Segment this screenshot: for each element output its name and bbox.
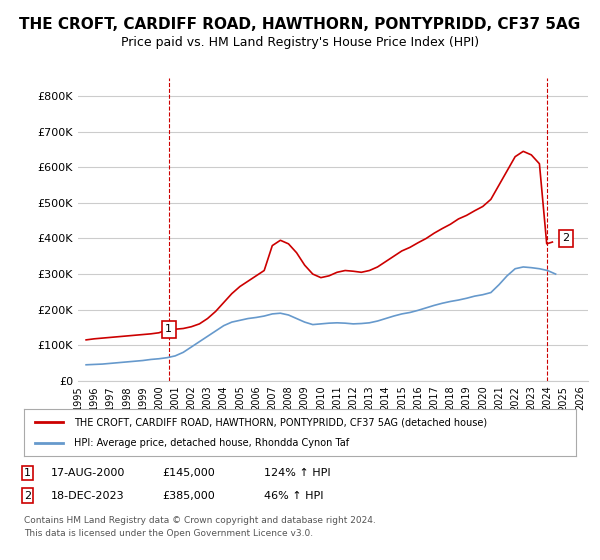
Text: 2: 2 [24,491,31,501]
Text: 124% ↑ HPI: 124% ↑ HPI [264,468,331,478]
Text: Price paid vs. HM Land Registry's House Price Index (HPI): Price paid vs. HM Land Registry's House … [121,36,479,49]
Text: THE CROFT, CARDIFF ROAD, HAWTHORN, PONTYPRIDD, CF37 5AG: THE CROFT, CARDIFF ROAD, HAWTHORN, PONTY… [19,17,581,32]
Text: HPI: Average price, detached house, Rhondda Cynon Taf: HPI: Average price, detached house, Rhon… [74,438,349,448]
Text: £385,000: £385,000 [162,491,215,501]
Text: 17-AUG-2000: 17-AUG-2000 [51,468,125,478]
Text: 46% ↑ HPI: 46% ↑ HPI [264,491,323,501]
Text: THE CROFT, CARDIFF ROAD, HAWTHORN, PONTYPRIDD, CF37 5AG (detached house): THE CROFT, CARDIFF ROAD, HAWTHORN, PONTY… [74,417,487,427]
Text: 1: 1 [165,324,172,334]
Text: £145,000: £145,000 [162,468,215,478]
Text: 1: 1 [24,468,31,478]
Text: Contains HM Land Registry data © Crown copyright and database right 2024.
This d: Contains HM Land Registry data © Crown c… [24,516,376,538]
Text: 2: 2 [563,234,570,244]
Text: 18-DEC-2023: 18-DEC-2023 [51,491,125,501]
